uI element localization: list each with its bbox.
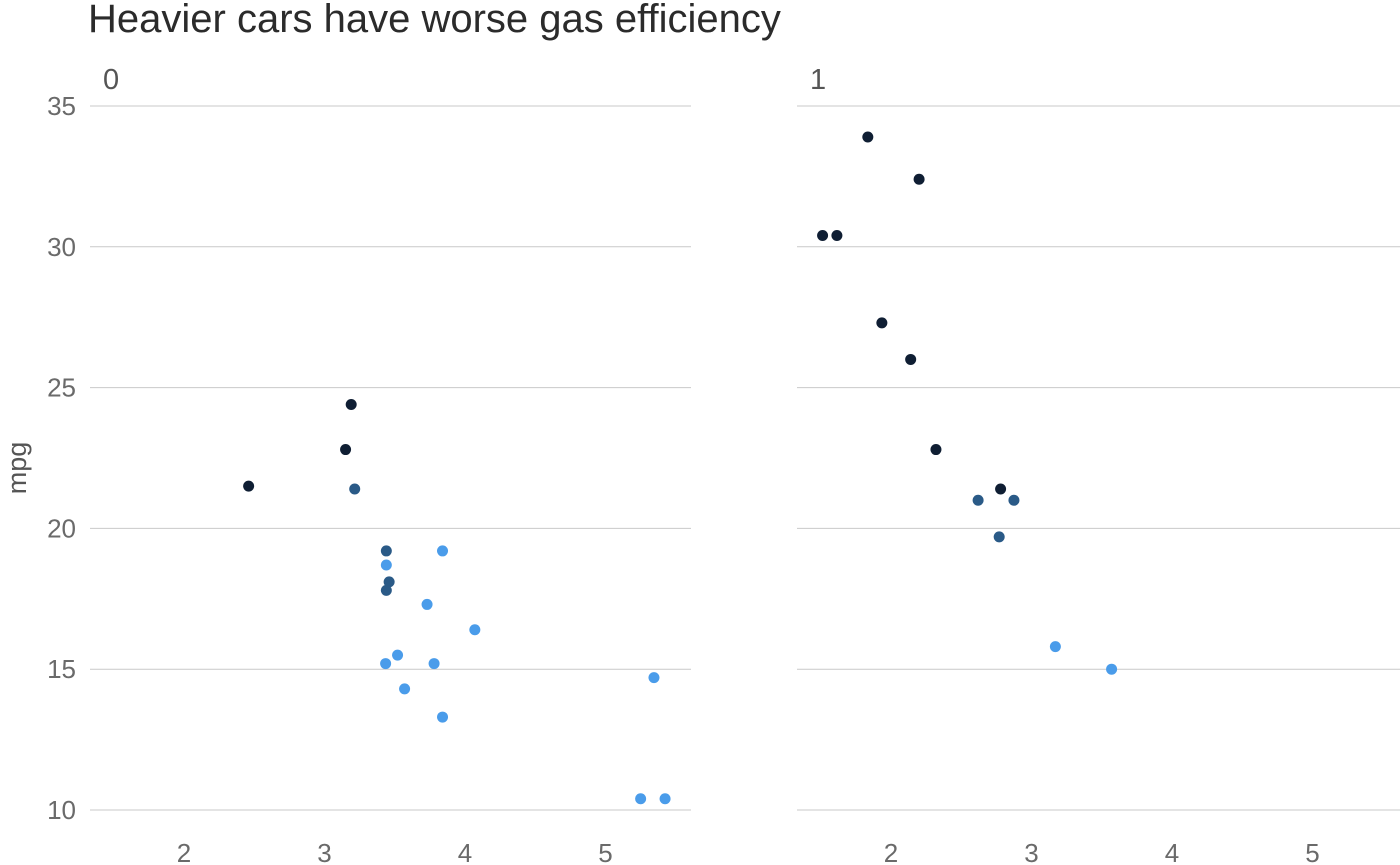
x-tick-label-1-2: 2 [884, 838, 898, 865]
data-point [635, 793, 647, 805]
facet-panel-1: 1 2 3 4 5 [797, 64, 1400, 865]
data-point [428, 658, 440, 670]
y-axis-label: mpg [2, 442, 32, 495]
data-point [905, 353, 917, 365]
y-tick-label-35: 35 [47, 91, 76, 121]
data-point [993, 531, 1005, 543]
x-tick-label-1-4: 4 [1165, 838, 1179, 865]
data-point [648, 672, 660, 684]
chart-title: Heavier cars have worse gas efficiency [88, 0, 781, 41]
data-point [380, 658, 392, 670]
x-tick-label-1-5: 5 [1305, 838, 1319, 865]
data-point [380, 545, 392, 557]
data-point [876, 317, 888, 329]
x-tick-label-0-4: 4 [458, 838, 472, 865]
y-tick-label-30: 30 [47, 232, 76, 262]
data-point [349, 483, 361, 495]
y-tick-label-10: 10 [47, 795, 76, 825]
data-point [421, 598, 433, 610]
data-point [380, 584, 392, 596]
x-tick-label-0-2: 2 [177, 838, 191, 865]
data-point [1106, 663, 1118, 675]
y-tick-label-15: 15 [47, 654, 76, 684]
facet-label-1: 1 [810, 64, 826, 96]
data-point [913, 173, 925, 185]
data-point [399, 683, 411, 695]
data-point [972, 494, 984, 506]
data-point [380, 559, 392, 571]
data-point [817, 230, 829, 242]
facet-label-0: 0 [103, 64, 119, 96]
x-tick-label-0-3: 3 [317, 838, 331, 865]
data-point [383, 576, 395, 588]
data-point [437, 711, 449, 723]
data-point [345, 398, 357, 410]
data-point [1049, 641, 1061, 653]
y-tick-label-20: 20 [47, 513, 76, 543]
x-tick-label-1-3: 3 [1024, 838, 1038, 865]
data-point [392, 649, 404, 661]
data-point [930, 444, 942, 456]
data-point [659, 793, 671, 805]
y-tick-label-25: 25 [47, 373, 76, 403]
x-tick-label-0-5: 5 [598, 838, 612, 865]
data-point [243, 480, 255, 492]
data-point [831, 230, 843, 242]
data-point [995, 483, 1007, 495]
data-point [862, 131, 874, 143]
panels-layer: 0 10 15 20 25 30 35 2 3 4 5 1 2 3 4 5 [47, 64, 1400, 865]
data-point [340, 444, 352, 456]
data-point [469, 624, 481, 636]
data-point [437, 545, 449, 557]
data-point [1008, 494, 1020, 506]
facet-panel-0: 0 10 15 20 25 30 35 2 3 4 5 [47, 64, 691, 865]
